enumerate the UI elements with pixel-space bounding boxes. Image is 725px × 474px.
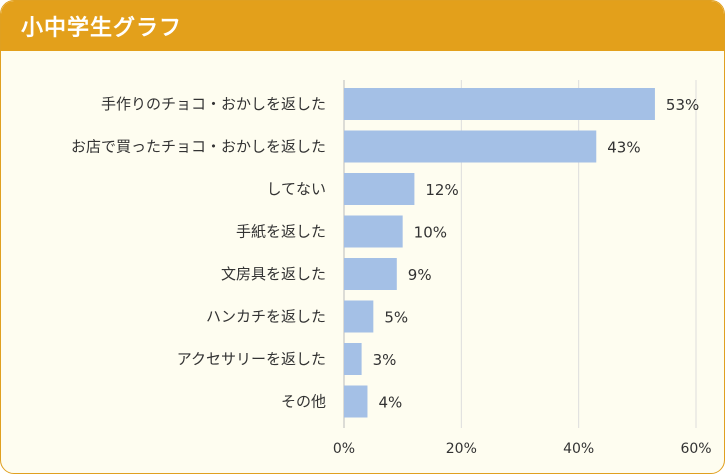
bar	[344, 130, 597, 163]
bar	[344, 343, 362, 375]
category-label: 手紙を返した	[236, 223, 326, 241]
bar	[344, 88, 655, 120]
header-bar: 小中学生グラフ	[1, 1, 724, 51]
category-label: ハンカチを返した	[206, 308, 326, 326]
bar	[344, 300, 374, 333]
data-label: 9%	[408, 266, 432, 284]
x-tick-label: 40%	[563, 441, 594, 457]
category-label: してない	[266, 180, 326, 198]
category-label: お店で買ったチョコ・おかしを返した	[71, 138, 326, 156]
data-label: 10%	[414, 224, 447, 242]
bar	[344, 173, 415, 205]
category-label: 手作りのチョコ・おかしを返した	[101, 95, 326, 113]
data-label: 5%	[384, 309, 408, 327]
chart-title: 小中学生グラフ	[21, 16, 183, 41]
x-tick-label: 60%	[680, 441, 711, 457]
category-label: その他	[281, 393, 326, 411]
data-label: 3%	[373, 351, 397, 369]
bar	[344, 385, 368, 418]
data-label: 53%	[666, 96, 699, 114]
data-label: 12%	[425, 181, 458, 199]
x-tick-label: 0%	[333, 441, 355, 457]
category-label: 文房具を返した	[221, 265, 326, 283]
data-label: 4%	[378, 394, 402, 412]
data-label: 43%	[607, 139, 640, 157]
bar	[344, 258, 397, 290]
category-label: アクセサリーを返した	[177, 350, 326, 368]
x-tick-label: 20%	[446, 441, 477, 457]
bar	[344, 215, 403, 248]
